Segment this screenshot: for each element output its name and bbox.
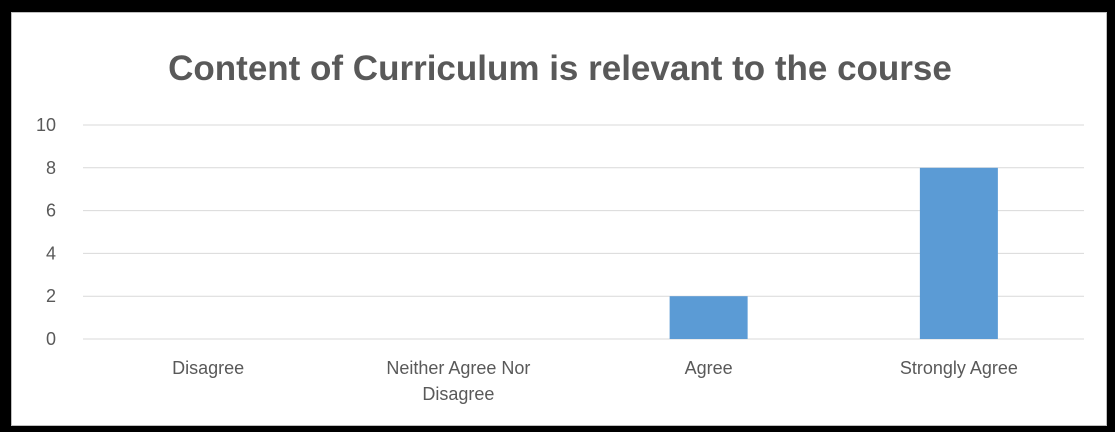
y-axis-ticks: 0 2 4 6 8 10 (36, 115, 56, 349)
chart-panel: Content of Curriculum is relevant to the… (11, 12, 1107, 426)
y-tick-label: 0 (46, 329, 56, 349)
y-tick-label: 8 (46, 158, 56, 178)
y-tick-label: 4 (46, 243, 56, 263)
x-axis-categories: Disagree Neither Agree Nor Disagree Agree St… (172, 358, 1018, 404)
y-tick-label: 2 (46, 286, 56, 306)
chart-title: Content of Curriculum is relevant to the… (168, 49, 952, 88)
bar (669, 296, 748, 339)
x-category-label: Strongly Agree (900, 358, 1018, 378)
y-tick-label: 10 (36, 115, 56, 135)
bars (669, 167, 998, 339)
x-category-label: Disagree (172, 358, 244, 378)
bar-chart: Content of Curriculum is relevant to the… (36, 49, 1084, 404)
y-tick-label: 6 (46, 201, 56, 221)
gridlines (83, 124, 1084, 340)
x-category-label: Agree (685, 358, 733, 378)
bar (919, 167, 998, 339)
x-category-label: Neither Agree Nor Disagree (386, 358, 530, 404)
